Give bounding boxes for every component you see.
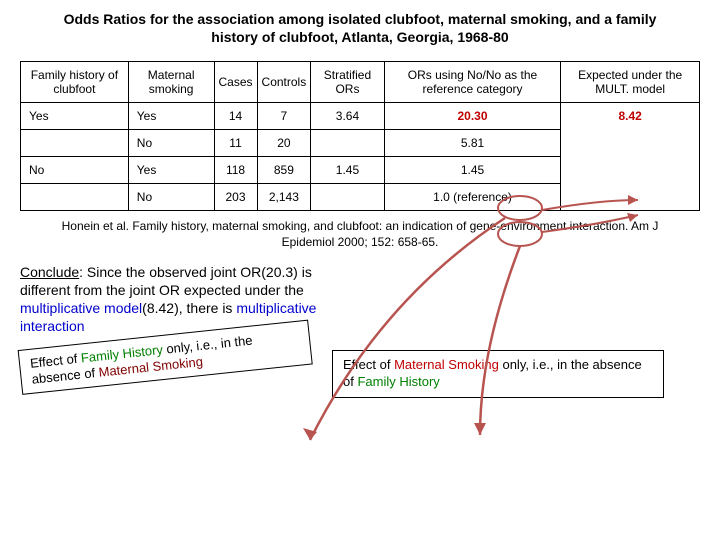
col-header: ORs using No/No as the reference categor… [384, 62, 561, 103]
cell [311, 184, 384, 211]
cell: 14 [214, 103, 257, 130]
cell: 1.45 [384, 157, 561, 184]
cell: Yes [128, 103, 214, 130]
cell: 203 [214, 184, 257, 211]
cell: 2,143 [257, 184, 311, 211]
cell: 5.81 [384, 130, 561, 157]
expected-value: 8.42 [618, 109, 641, 123]
cell: 118 [214, 157, 257, 184]
col-header: Expected under the MULT. model [561, 62, 700, 103]
cell: 7 [257, 103, 311, 130]
cell [21, 184, 129, 211]
maternal-smoking-box: Effect of Maternal Smoking only, i.e., i… [332, 350, 664, 398]
col-header: Family history of clubfoot [21, 62, 129, 103]
cell: 1.45 [311, 157, 384, 184]
col-header: Controls [257, 62, 311, 103]
cell: No [128, 130, 214, 157]
citation-text: Honein et al. Family history, maternal s… [50, 219, 670, 250]
cell: 11 [214, 130, 257, 157]
col-header: Stratified ORs [311, 62, 384, 103]
col-header: Maternal smoking [128, 62, 214, 103]
cell: 3.64 [311, 103, 384, 130]
cell [311, 130, 384, 157]
expected-cell: 8.42 [561, 103, 700, 211]
cell: 859 [257, 157, 311, 184]
bottom-boxes: Effect of Family History only, i.e., in … [20, 350, 700, 398]
cell [21, 130, 129, 157]
cell: Yes [21, 103, 129, 130]
table-row: Yes Yes 14 7 3.64 20.30 8.42 [21, 103, 700, 130]
cell: No [128, 184, 214, 211]
conclusion-text: Conclude: Since the observed joint OR(20… [20, 263, 360, 336]
cell: No [21, 157, 129, 184]
odds-ratio-table: Family history of clubfoot Maternal smok… [20, 61, 700, 211]
cell: Yes [128, 157, 214, 184]
cell: 1.0 (reference) [384, 184, 561, 211]
conclude-label: Conclude [20, 264, 79, 280]
page-title: Odds Ratios for the association among is… [60, 10, 660, 46]
cell: 20 [257, 130, 311, 157]
table-header-row: Family history of clubfoot Maternal smok… [21, 62, 700, 103]
col-header: Cases [214, 62, 257, 103]
cell-highlight: 20.30 [384, 103, 561, 130]
